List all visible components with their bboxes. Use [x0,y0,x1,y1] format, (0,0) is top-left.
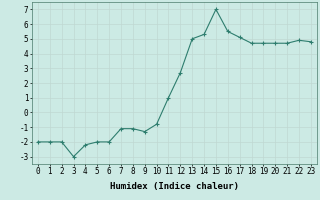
X-axis label: Humidex (Indice chaleur): Humidex (Indice chaleur) [110,182,239,191]
